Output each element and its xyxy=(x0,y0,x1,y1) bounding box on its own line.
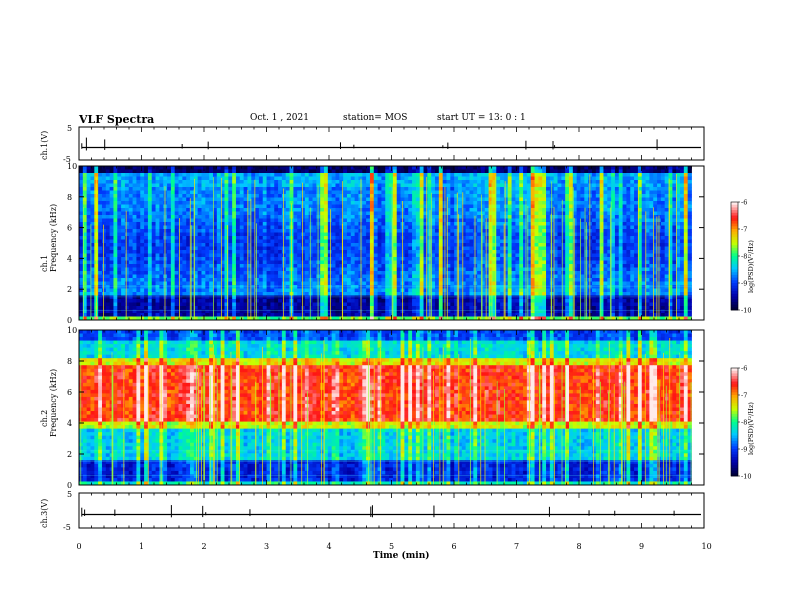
y-tick-label: 0 xyxy=(67,481,72,490)
x-tick-label: 8 xyxy=(577,542,582,551)
y-tick-label: 6 xyxy=(67,224,72,233)
y-tick-label: -5 xyxy=(63,155,71,164)
x-tick-label: 0 xyxy=(77,542,82,551)
y-tick-label: 5 xyxy=(67,124,72,133)
panel-frame xyxy=(78,492,705,529)
colorbar-ch1: -6 -7 -8 -9 -10 xyxy=(730,199,751,315)
start-time-label: start UT = 13: 0 : 1 xyxy=(437,113,526,123)
x-tick-label: 9 xyxy=(639,542,644,551)
y-tick-label: 6 xyxy=(67,388,72,397)
colorbar-tick-label: -6 xyxy=(741,199,747,207)
x-tick-label: 6 xyxy=(452,542,457,551)
colorbar-tick-label: -7 xyxy=(741,392,747,400)
colorbar-tick-label: -10 xyxy=(741,307,751,315)
x-tick-label: 5 xyxy=(389,542,394,551)
x-tick-label: 10 xyxy=(702,542,712,551)
colorbar-ch2: -6 -7 -8 -9 -10 xyxy=(730,365,751,481)
y-tick-label: 2 xyxy=(67,285,72,294)
y-tick-label: 10 xyxy=(67,326,77,335)
x-tick-label: 3 xyxy=(264,542,269,551)
colorbar-tick-label: -10 xyxy=(741,473,751,481)
x-tick-label: 4 xyxy=(327,542,332,551)
x-tick-label: 1 xyxy=(139,542,144,551)
y-tick-label: 4 xyxy=(67,419,72,428)
date-label: Oct. 1 , 2021 xyxy=(250,113,309,123)
y-tick-label: 4 xyxy=(67,254,72,263)
colorbar-tick-label: -8 xyxy=(741,419,747,427)
y-tick-label: 5 xyxy=(67,490,72,499)
colorbar-tick-label: -9 xyxy=(741,446,747,454)
y-tick-label: 10 xyxy=(67,162,77,171)
station-label: station= MOS xyxy=(343,113,408,123)
x-tick-label: 2 xyxy=(202,542,207,551)
x-axis-label: Time (min) xyxy=(373,550,430,561)
colorbar-tick-label: -8 xyxy=(741,253,747,261)
ch2-spectrogram xyxy=(79,330,692,486)
x-tick-label: 7 xyxy=(514,542,519,551)
figure-title: VLF Spectra xyxy=(79,113,155,126)
y-tick-label: 8 xyxy=(67,357,72,366)
y-tick-label: 0 xyxy=(67,316,72,325)
colorbar-tick-label: -7 xyxy=(741,226,747,234)
y-tick-label: 2 xyxy=(67,450,72,459)
y-tick-label: 8 xyxy=(67,193,72,202)
colorbar-tick-label: -9 xyxy=(741,280,747,288)
y-tick-label: -5 xyxy=(63,523,71,532)
colorbar-tick-label: -6 xyxy=(741,365,747,373)
ch1-spectrogram xyxy=(79,166,692,321)
